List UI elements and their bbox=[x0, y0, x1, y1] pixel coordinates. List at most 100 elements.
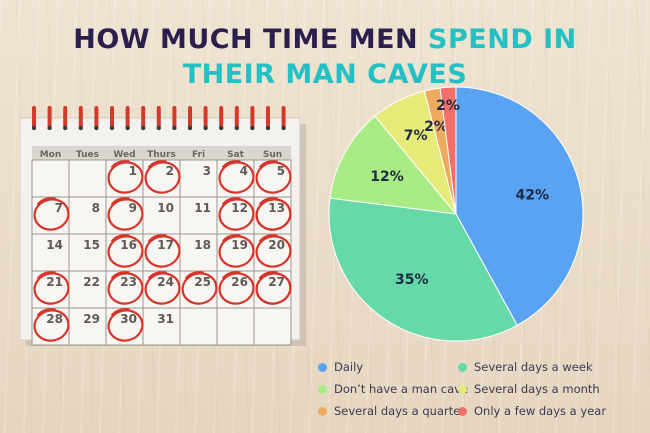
spiral-ring bbox=[32, 106, 36, 128]
spiral-hole bbox=[265, 125, 271, 131]
calendar-day-number: 10 bbox=[157, 201, 174, 215]
title-part-1: HOW MUCH TIME MEN bbox=[73, 24, 419, 55]
calendar-day-number: 19 bbox=[231, 238, 248, 252]
spiral-ring bbox=[94, 106, 99, 128]
red-circle-mark bbox=[218, 235, 255, 268]
pie-chart: 42%35%12%7%2%2% bbox=[328, 86, 584, 342]
calendar-day-number: 12 bbox=[231, 201, 248, 215]
calendar-day-number: 27 bbox=[268, 275, 285, 289]
pie-data-label-1: 35% bbox=[395, 272, 429, 288]
calendar-day-number: 22 bbox=[83, 275, 100, 289]
spiral-ring bbox=[156, 106, 161, 128]
spiral-hole bbox=[156, 125, 161, 131]
pie-slice-2 bbox=[329, 115, 458, 215]
calendar-day-number: 21 bbox=[46, 275, 63, 289]
spiral-ring bbox=[141, 106, 146, 128]
red-circle-stroke bbox=[110, 271, 130, 280]
legend: Daily Several days a week Don’t have a m… bbox=[318, 357, 636, 427]
calendar-day-number: 29 bbox=[83, 312, 100, 326]
red-circle-stroke bbox=[221, 271, 241, 280]
red-circle-stroke bbox=[258, 271, 278, 280]
legend-label: Several days a week bbox=[474, 360, 593, 374]
spiral-ring bbox=[47, 106, 52, 128]
red-circle-stroke bbox=[221, 197, 241, 206]
pie-data-label-4: 2% bbox=[424, 119, 448, 135]
red-circle-stroke bbox=[258, 160, 278, 169]
legend-item-several-days-week: Several days a week bbox=[458, 357, 593, 377]
calendar-day-number: 1 bbox=[129, 164, 137, 178]
calendar-red-circles bbox=[33, 160, 292, 342]
legend-label: Only a few days a year bbox=[474, 404, 607, 418]
weekday-label: Tues bbox=[76, 150, 99, 160]
red-circle-stroke bbox=[36, 197, 56, 206]
spiral-ring bbox=[250, 106, 255, 128]
calendar-day-number: 14 bbox=[46, 238, 63, 252]
weekday-label: Fri bbox=[192, 150, 205, 160]
red-circle-mark bbox=[33, 272, 70, 305]
spiral-ring bbox=[281, 106, 286, 128]
calendar-day-number: 30 bbox=[120, 312, 137, 326]
calendar-day-number: 4 bbox=[240, 164, 248, 178]
legend-label: Several days a month bbox=[474, 382, 600, 396]
red-circle-mark bbox=[107, 235, 144, 268]
legend-swatch bbox=[458, 362, 467, 372]
calendar-cell bbox=[253, 307, 292, 346]
calendar-day-number: 17 bbox=[157, 238, 174, 252]
red-circle-mark bbox=[144, 161, 181, 194]
calendar-day-number: 13 bbox=[268, 201, 285, 215]
red-circle-mark bbox=[255, 235, 292, 268]
legend-swatch bbox=[318, 384, 327, 394]
red-circle-stroke bbox=[147, 160, 167, 169]
calendar-day-number: 20 bbox=[268, 238, 285, 252]
red-circle-mark bbox=[218, 161, 255, 194]
calendar-day-number: 28 bbox=[46, 312, 63, 326]
pie-data-label-2: 12% bbox=[370, 169, 404, 185]
red-circle-mark bbox=[33, 309, 70, 342]
title-part-2: SPEND IN bbox=[428, 24, 577, 55]
red-circle-stroke bbox=[258, 234, 278, 243]
spiral-hole bbox=[78, 125, 83, 131]
spiral-hole bbox=[63, 125, 68, 131]
weekday-label: Wed bbox=[113, 150, 135, 160]
spiral-ring bbox=[110, 106, 114, 128]
weekday-header-row bbox=[32, 146, 291, 160]
red-circle-mark bbox=[107, 272, 144, 305]
calendar-day-number: 11 bbox=[194, 201, 211, 215]
red-circle-stroke bbox=[221, 160, 241, 169]
spiral-ring bbox=[172, 106, 177, 128]
spiral-hole bbox=[31, 125, 37, 131]
spiral-hole bbox=[94, 125, 99, 131]
spiral-hole bbox=[234, 125, 239, 131]
red-circle-mark bbox=[218, 272, 255, 305]
red-circle-stroke bbox=[36, 308, 56, 317]
spiral-hole bbox=[187, 125, 193, 131]
calendar-day-number: 9 bbox=[129, 201, 137, 215]
legend-item-several-days-month: Several days a month bbox=[458, 379, 600, 399]
spiral-ring bbox=[125, 106, 130, 128]
calendar-day-number: 8 bbox=[92, 201, 100, 215]
spiral-hole bbox=[109, 125, 115, 131]
red-circle-mark bbox=[181, 272, 218, 305]
red-circle-mark bbox=[33, 198, 70, 231]
spiral-hole bbox=[203, 125, 208, 131]
red-circle-mark bbox=[107, 161, 144, 194]
spiral-hole bbox=[250, 125, 255, 131]
legend-item-several-days-quarter: Several days a quarter bbox=[318, 401, 465, 421]
red-circle-stroke bbox=[110, 160, 130, 169]
calendar-day-number: 26 bbox=[231, 275, 248, 289]
red-circle-mark bbox=[255, 161, 292, 194]
red-circle-mark bbox=[144, 272, 181, 305]
red-circle-stroke bbox=[36, 271, 56, 280]
legend-swatch bbox=[458, 406, 467, 416]
calendar-cell bbox=[179, 159, 218, 198]
calendar-cell bbox=[31, 159, 70, 198]
red-circle-stroke bbox=[258, 197, 278, 206]
red-circle-mark bbox=[218, 198, 255, 231]
legend-label: Don’t have a man cave bbox=[334, 382, 469, 396]
weekday-label: Mon bbox=[40, 150, 62, 160]
legend-item-few-days-year: Only a few days a year bbox=[458, 401, 606, 421]
legend-item-daily: Daily bbox=[318, 357, 363, 377]
red-circle-mark bbox=[107, 198, 144, 231]
spiral-hole bbox=[47, 125, 52, 131]
